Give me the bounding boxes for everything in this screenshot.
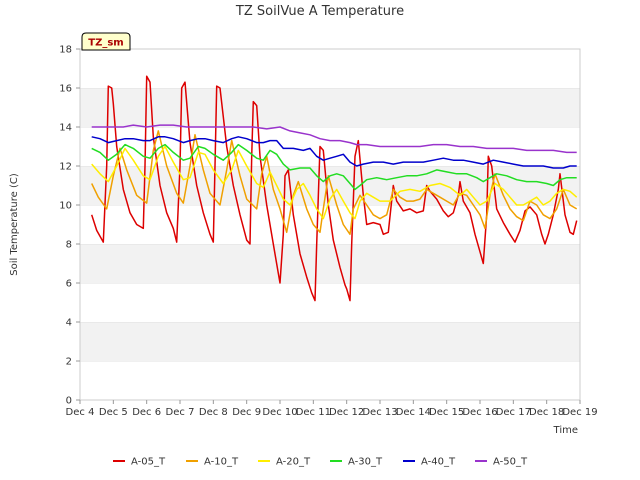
badge-box xyxy=(81,32,131,51)
y-tick-label: 18 xyxy=(59,45,72,56)
legend-label: A-05_T xyxy=(131,457,166,468)
series-line-a-40-t xyxy=(91,136,577,169)
x-tick-label: Dec 4 xyxy=(66,407,95,418)
series-line-a-05-t xyxy=(90,75,578,302)
x-tick-label: Dec 12 xyxy=(329,407,364,418)
y-tick-label: 0 xyxy=(66,396,72,407)
x-tick-label: Dec 5 xyxy=(99,407,128,418)
y-tick-label: 10 xyxy=(59,201,72,212)
y-axis-label: Soil Temperature (C) xyxy=(9,173,20,276)
grid-band xyxy=(80,127,580,166)
y-axis-ticks: 0 2 4 6 8 10 12 14 16 18 xyxy=(59,45,80,407)
y-tick-label: 8 xyxy=(66,240,72,251)
grid-band xyxy=(80,205,580,244)
legend-label: A-20_T xyxy=(276,457,311,468)
legend-label: A-40_T xyxy=(421,457,456,468)
legend-label: A-30_T xyxy=(348,457,383,468)
x-tick-label: Dec 13 xyxy=(362,407,397,418)
y-tick-label: 14 xyxy=(59,123,72,134)
x-tick-label: Dec 8 xyxy=(199,407,228,418)
x-tick-label: Dec 15 xyxy=(429,407,464,418)
x-axis-label: Time xyxy=(553,425,578,436)
grid-band xyxy=(80,244,580,283)
series-line-a-10-t xyxy=(91,130,578,236)
grid-band xyxy=(80,88,580,127)
grid-bands xyxy=(80,48,580,400)
x-tick-label: Dec 17 xyxy=(496,407,531,418)
y-tick-label: 4 xyxy=(66,318,72,329)
x-tick-label: Dec 7 xyxy=(166,407,195,418)
badge-label: TZ_sm xyxy=(88,38,123,49)
grid-band xyxy=(80,283,580,322)
station-badge: TZ_sm xyxy=(81,32,131,51)
legend: A-05_T A-10_T A-20_T A-30_T A-40_T A-50_T xyxy=(113,457,528,468)
y-tick-label: 16 xyxy=(59,84,72,95)
x-tick-label: Dec 10 xyxy=(262,407,297,418)
x-tick-label: Dec 14 xyxy=(396,407,431,418)
legend-label: A-50_T xyxy=(493,457,528,468)
y-tick-label: 12 xyxy=(59,162,72,173)
series-layer xyxy=(90,75,578,302)
y-tick-label: 2 xyxy=(66,357,72,368)
plot-frame xyxy=(79,48,581,401)
x-tick-label: Dec 9 xyxy=(232,407,261,418)
y-tick-label: 6 xyxy=(66,279,72,290)
series-line-a-30-t xyxy=(91,143,577,191)
x-tick-label: Dec 6 xyxy=(132,407,161,418)
x-tick-label: Dec 18 xyxy=(529,407,564,418)
grid-band xyxy=(80,361,580,400)
x-tick-label: Dec 19 xyxy=(562,407,597,418)
series-line-a-20-t xyxy=(91,145,578,220)
grid-band xyxy=(80,49,580,88)
legend-label: A-10_T xyxy=(204,457,239,468)
x-tick-label: Dec 11 xyxy=(296,407,331,418)
chart-title: TZ SoilVue A Temperature xyxy=(235,4,404,19)
x-tick-label: Dec 16 xyxy=(462,407,497,418)
series-line-a-50-t xyxy=(91,124,577,154)
grid-band xyxy=(80,322,580,361)
x-axis-ticks: Dec 4 Dec 5 Dec 6 Dec 7 Dec 8 Dec 9 Dec 10Dec … xyxy=(66,400,598,418)
